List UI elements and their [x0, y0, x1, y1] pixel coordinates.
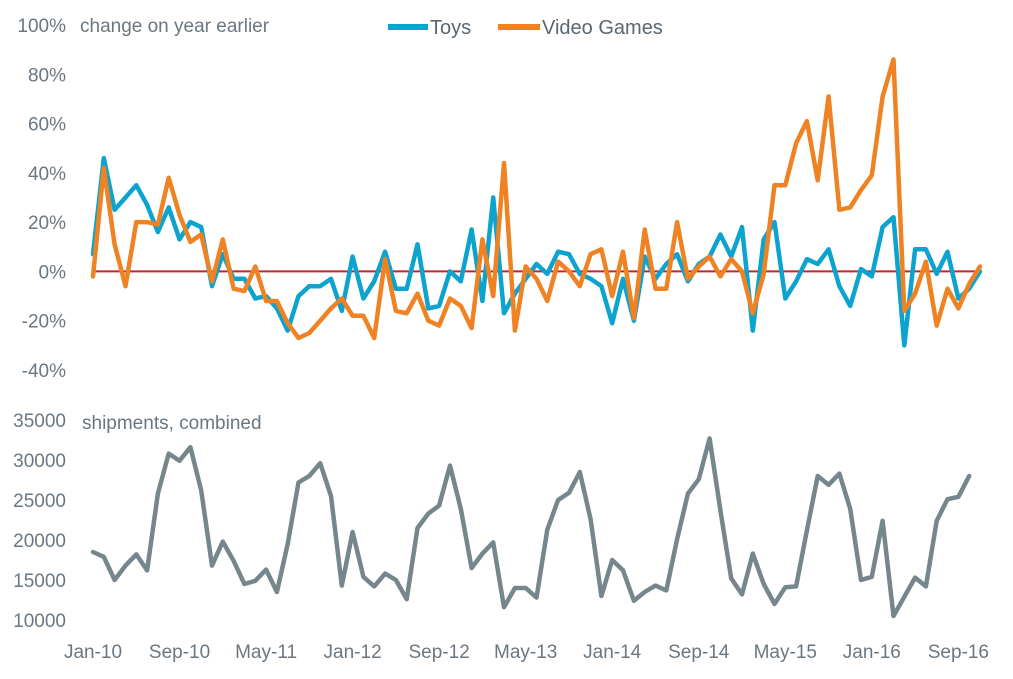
top-ytick-80: 80%: [28, 65, 66, 86]
legend-label-toys: Toys: [430, 17, 471, 39]
top-ytick-60: 60%: [28, 115, 66, 136]
top-ytick-0: 0%: [39, 262, 67, 283]
top-panel-yoy-change: change on year earlier -40% -20% 0% 20% 40% 6…: [17, 16, 983, 382]
bottom-ytick-15000: 15000: [13, 571, 66, 592]
xtick-jan-10: Jan-10: [64, 642, 122, 663]
xtick-sep-16: Sep-16: [928, 642, 989, 663]
shipments-line: [90, 436, 972, 619]
toys-line: [90, 155, 983, 348]
top-ytick-40: 40%: [28, 164, 66, 185]
xtick-may-13: May-13: [494, 642, 557, 663]
top-panel-title: change on year earlier: [80, 16, 270, 37]
x-axis-tick-labels: Jan-10 Sep-10 May-11 Jan-12 Sep-12 May-13 Jan-…: [64, 642, 989, 663]
bottom-ytick-10000: 10000: [13, 611, 66, 632]
bottom-panel-title: shipments, combined: [82, 413, 262, 434]
bottom-ytick-20000: 20000: [13, 531, 66, 552]
xtick-may-11: May-11: [235, 642, 297, 663]
xtick-jan-14: Jan-14: [583, 642, 642, 663]
top-ytick-40: -40%: [22, 361, 66, 382]
bottom-panel-shipments: shipments, combined 10000 15000 20000 25000…: [13, 411, 972, 632]
legend: Toys Video Games: [388, 17, 663, 39]
xtick-sep-14: Sep-14: [668, 642, 730, 663]
xtick-jan-16: Jan-16: [843, 642, 901, 663]
xtick-may-15: May-15: [754, 642, 817, 663]
top-ytick-20: -20%: [22, 312, 66, 333]
xtick-jan-12: Jan-12: [324, 642, 382, 663]
bottom-ytick-25000: 25000: [13, 491, 66, 512]
top-ytick-100: 100%: [17, 16, 66, 37]
legend-label-video-games: Video Games: [542, 17, 663, 39]
bottom-ytick-35000: 35000: [13, 411, 66, 432]
top-ytick-20: 20%: [28, 213, 66, 234]
xtick-sep-10: Sep-10: [149, 642, 210, 663]
video-games-line: [90, 57, 983, 341]
xtick-sep-12: Sep-12: [409, 642, 470, 663]
bottom-ytick-30000: 30000: [13, 451, 66, 472]
